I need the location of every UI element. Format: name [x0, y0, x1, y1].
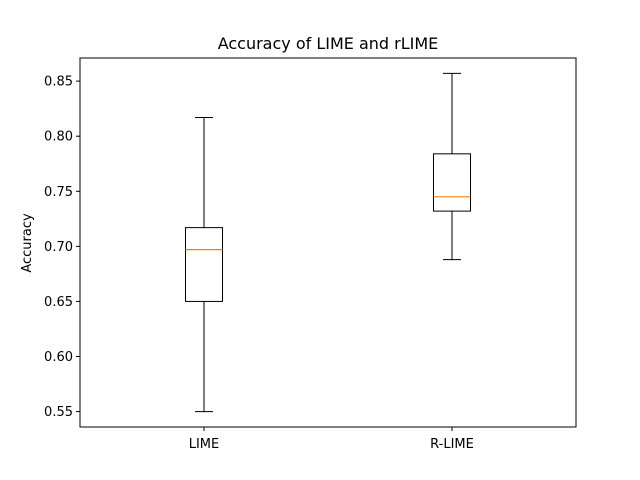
iqr-box — [433, 153, 471, 212]
y-axis-label: Accuracy — [20, 213, 35, 273]
x-tick-label: LIME — [189, 437, 220, 452]
y-tick-label: 0.80 — [44, 130, 73, 145]
y-tick-label: 0.55 — [44, 405, 73, 420]
box-r-lime — [433, 72, 471, 261]
y-tick-label: 0.70 — [44, 240, 73, 255]
y-tick-label: 0.60 — [44, 350, 73, 365]
box-series — [185, 72, 471, 413]
chart-title: Accuracy of LIME and rLIME — [218, 34, 439, 53]
x-tick-label: R-LIME — [430, 437, 474, 452]
y-axis-ticks: 0.55 0.60 0.65 0.70 0.75 0.80 0.85 — [44, 75, 80, 420]
y-tick-label: 0.65 — [44, 295, 73, 310]
y-tick-label: 0.85 — [44, 75, 73, 90]
y-tick-label: 0.75 — [44, 185, 73, 200]
x-axis-ticks: LIME R-LIME — [189, 427, 474, 452]
plot-area-frame — [79, 57, 577, 428]
iqr-box — [185, 227, 223, 302]
box-lime — [185, 116, 223, 413]
